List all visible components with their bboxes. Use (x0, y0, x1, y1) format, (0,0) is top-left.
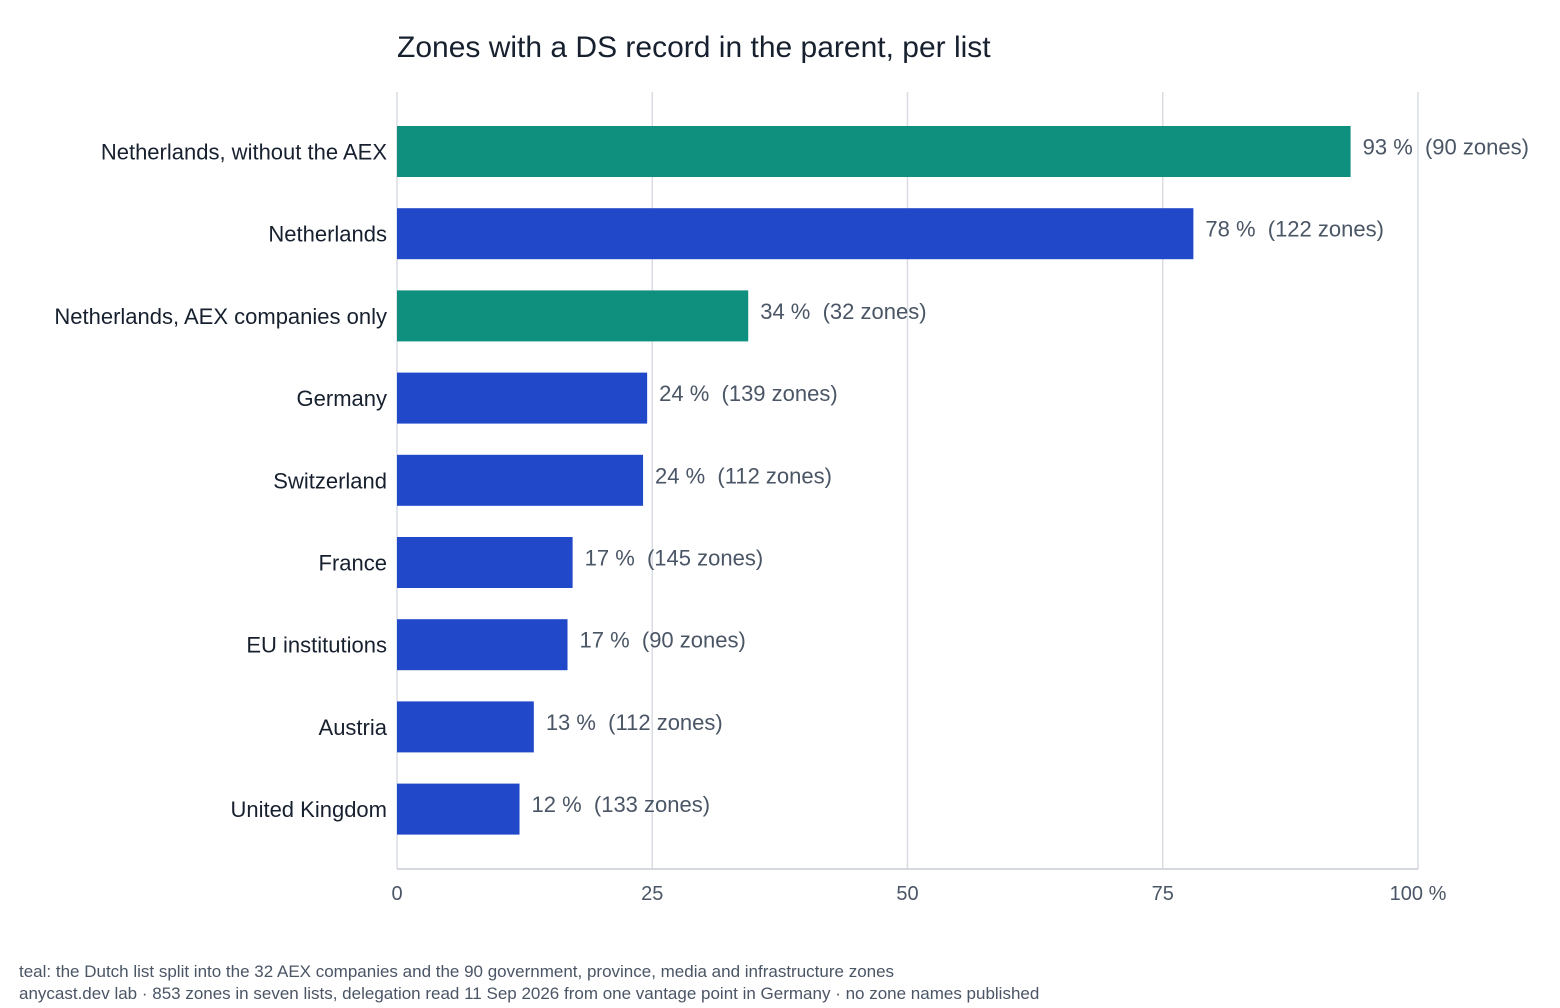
x-tick-label-75: 75 (1152, 883, 1174, 905)
category-label-netherlands-aex-companies-only: Netherlands, AEX companies only (54, 304, 387, 329)
chart-title: Zones with a DS record in the parent, pe… (397, 31, 991, 64)
bar-germany (397, 372, 648, 424)
value-labels: 93 % (90 zones) 78 % (122 zones) 34 % (32 … (532, 135, 1529, 818)
x-tick-label-50: 50 (896, 883, 918, 905)
category-label-france: France (319, 551, 387, 576)
bar-austria (397, 701, 534, 753)
value-label-netherlands-aex-companies-only: 34 % (32 zones) (760, 299, 926, 324)
category-label-united-kingdom: United Kingdom (230, 797, 387, 822)
value-label-france: 17 % (145 zones) (585, 546, 764, 571)
value-label-eu-institutions: 17 % (90 zones) (580, 628, 746, 653)
x-axis-ticks: 0 25 50 75 100 % (391, 883, 1446, 905)
bar-france (397, 537, 573, 588)
x-tick-label-100: 100 % (1390, 883, 1447, 905)
value-label-austria: 13 % (112 zones) (546, 710, 723, 735)
value-label-switzerland: 24 % (112 zones) (655, 463, 832, 488)
x-tick-label-25: 25 (641, 883, 663, 905)
bar-eu-institutions (397, 619, 568, 671)
bar-united-kingdom (397, 783, 520, 835)
bar-netherlands (397, 208, 1194, 260)
category-label-eu-institutions: EU institutions (246, 633, 387, 658)
category-label-switzerland: Switzerland (273, 468, 387, 493)
value-label-germany: 24 % (139 zones) (659, 381, 838, 406)
x-tick-label-0: 0 (391, 883, 402, 905)
bar-netherlands-without-the-aex (397, 126, 1351, 177)
footnote-color-explanation: teal: the Dutch list split into the 32 A… (19, 962, 895, 981)
bars (397, 126, 1351, 835)
bar-switzerland (397, 454, 644, 506)
category-label-germany: Germany (297, 386, 387, 411)
category-labels: Netherlands, without the AEX Netherlands N… (54, 140, 387, 823)
value-label-united-kingdom: 12 % (133 zones) (532, 792, 711, 817)
category-label-netherlands: Netherlands (268, 222, 387, 247)
value-label-netherlands: 78 % (122 zones) (1205, 217, 1384, 242)
footnote-source: anycast.dev lab · 853 zones in seven lis… (19, 984, 1040, 1003)
category-label-netherlands-without-the-aex: Netherlands, without the AEX (101, 140, 387, 165)
bar-netherlands-aex-companies-only (397, 290, 749, 342)
category-label-austria: Austria (319, 715, 388, 740)
value-label-netherlands-without-the-aex: 93 % (90 zones) (1363, 135, 1529, 160)
